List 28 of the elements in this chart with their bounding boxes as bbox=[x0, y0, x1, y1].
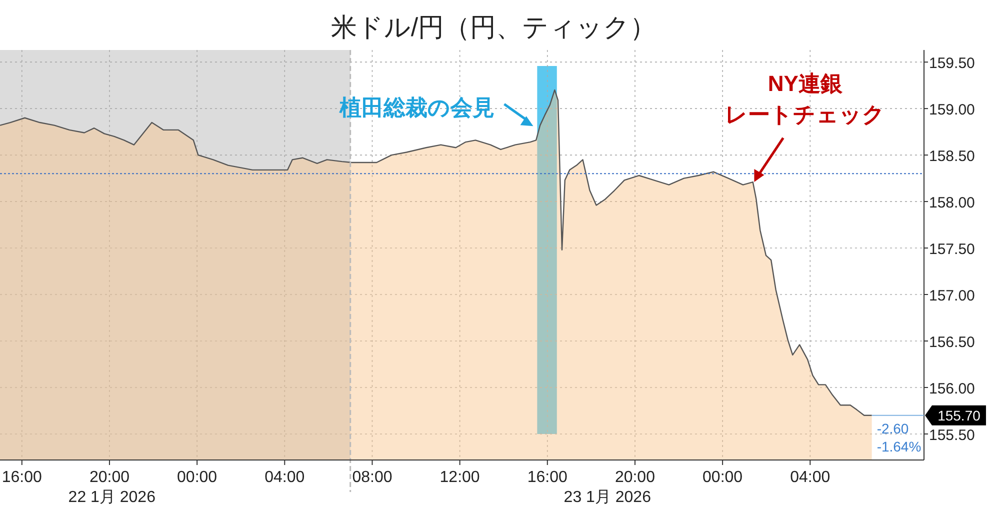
text: 22 1月 2026 bbox=[68, 489, 156, 506]
y-tick-label: 157.00 bbox=[929, 288, 975, 305]
annotation: 植田総裁の会見 bbox=[338, 95, 494, 120]
x-tick-label: 00:00 bbox=[702, 469, 743, 486]
x-tick-label: 16:00 bbox=[527, 469, 568, 486]
x-tick-label: 04:00 bbox=[790, 469, 830, 486]
x-tick-label: 00:00 bbox=[177, 469, 218, 486]
text: 23 1月 2026 bbox=[564, 489, 652, 506]
y-tick-label: 159.50 bbox=[929, 55, 975, 72]
y-tick-label: 158.00 bbox=[929, 194, 975, 212]
y-tick-label: 159.00 bbox=[929, 102, 975, 119]
x-tick-label: 16:00 bbox=[2, 469, 42, 486]
y-tick-label: 157.50 bbox=[929, 241, 975, 258]
annotation: NY連銀 bbox=[768, 70, 844, 96]
x-tick-label: 08:00 bbox=[352, 469, 392, 486]
annotation: -2.60 bbox=[876, 420, 909, 436]
x-tick-label: 20:00 bbox=[89, 469, 130, 486]
y-tick-label: 156.50 bbox=[929, 334, 975, 351]
x-tick-label: 04:00 bbox=[264, 469, 305, 486]
chart-title: 米ドル/円（円、ティック） bbox=[330, 12, 656, 42]
annotation: 155.70 bbox=[938, 407, 981, 424]
y-tick-label: 156.00 bbox=[929, 380, 975, 398]
y-tick-label: 158.50 bbox=[929, 148, 975, 166]
annotation: -1.64% bbox=[876, 438, 922, 454]
annotation: レートチェック bbox=[725, 102, 886, 127]
y-tick-label: 155.50 bbox=[929, 426, 975, 444]
x-tick-label: 20:00 bbox=[614, 469, 656, 486]
x-tick-label: 12:00 bbox=[440, 469, 480, 486]
